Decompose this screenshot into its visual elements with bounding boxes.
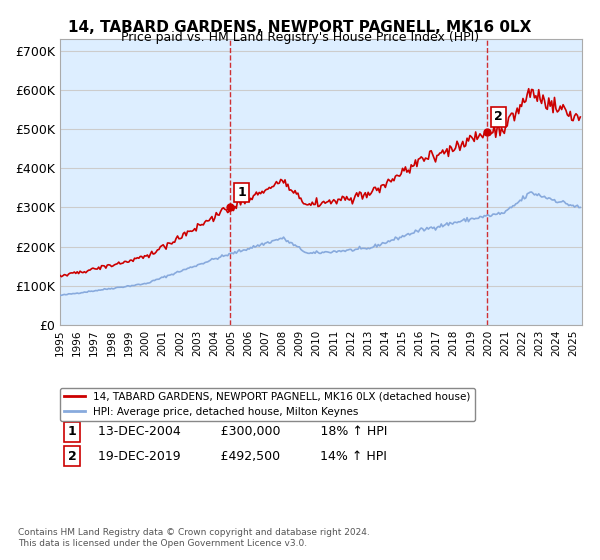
Text: 19-DEC-2019          £492,500          14% ↑ HPI: 19-DEC-2019 £492,500 14% ↑ HPI [86,450,387,463]
Text: 1: 1 [238,186,246,199]
Legend: 14, TABARD GARDENS, NEWPORT PAGNELL, MK16 0LX (detached house), HPI: Average pri: 14, TABARD GARDENS, NEWPORT PAGNELL, MK1… [60,388,475,421]
Text: Contains HM Land Registry data © Crown copyright and database right 2024.
This d: Contains HM Land Registry data © Crown c… [18,528,370,548]
Text: 14, TABARD GARDENS, NEWPORT PAGNELL, MK16 0LX: 14, TABARD GARDENS, NEWPORT PAGNELL, MK1… [68,20,532,35]
Text: 2: 2 [68,450,77,463]
Text: 2: 2 [494,110,503,123]
Text: Price paid vs. HM Land Registry's House Price Index (HPI): Price paid vs. HM Land Registry's House … [121,31,479,44]
Text: 1: 1 [68,426,77,438]
Text: 13-DEC-2004          £300,000          18% ↑ HPI: 13-DEC-2004 £300,000 18% ↑ HPI [86,426,388,438]
